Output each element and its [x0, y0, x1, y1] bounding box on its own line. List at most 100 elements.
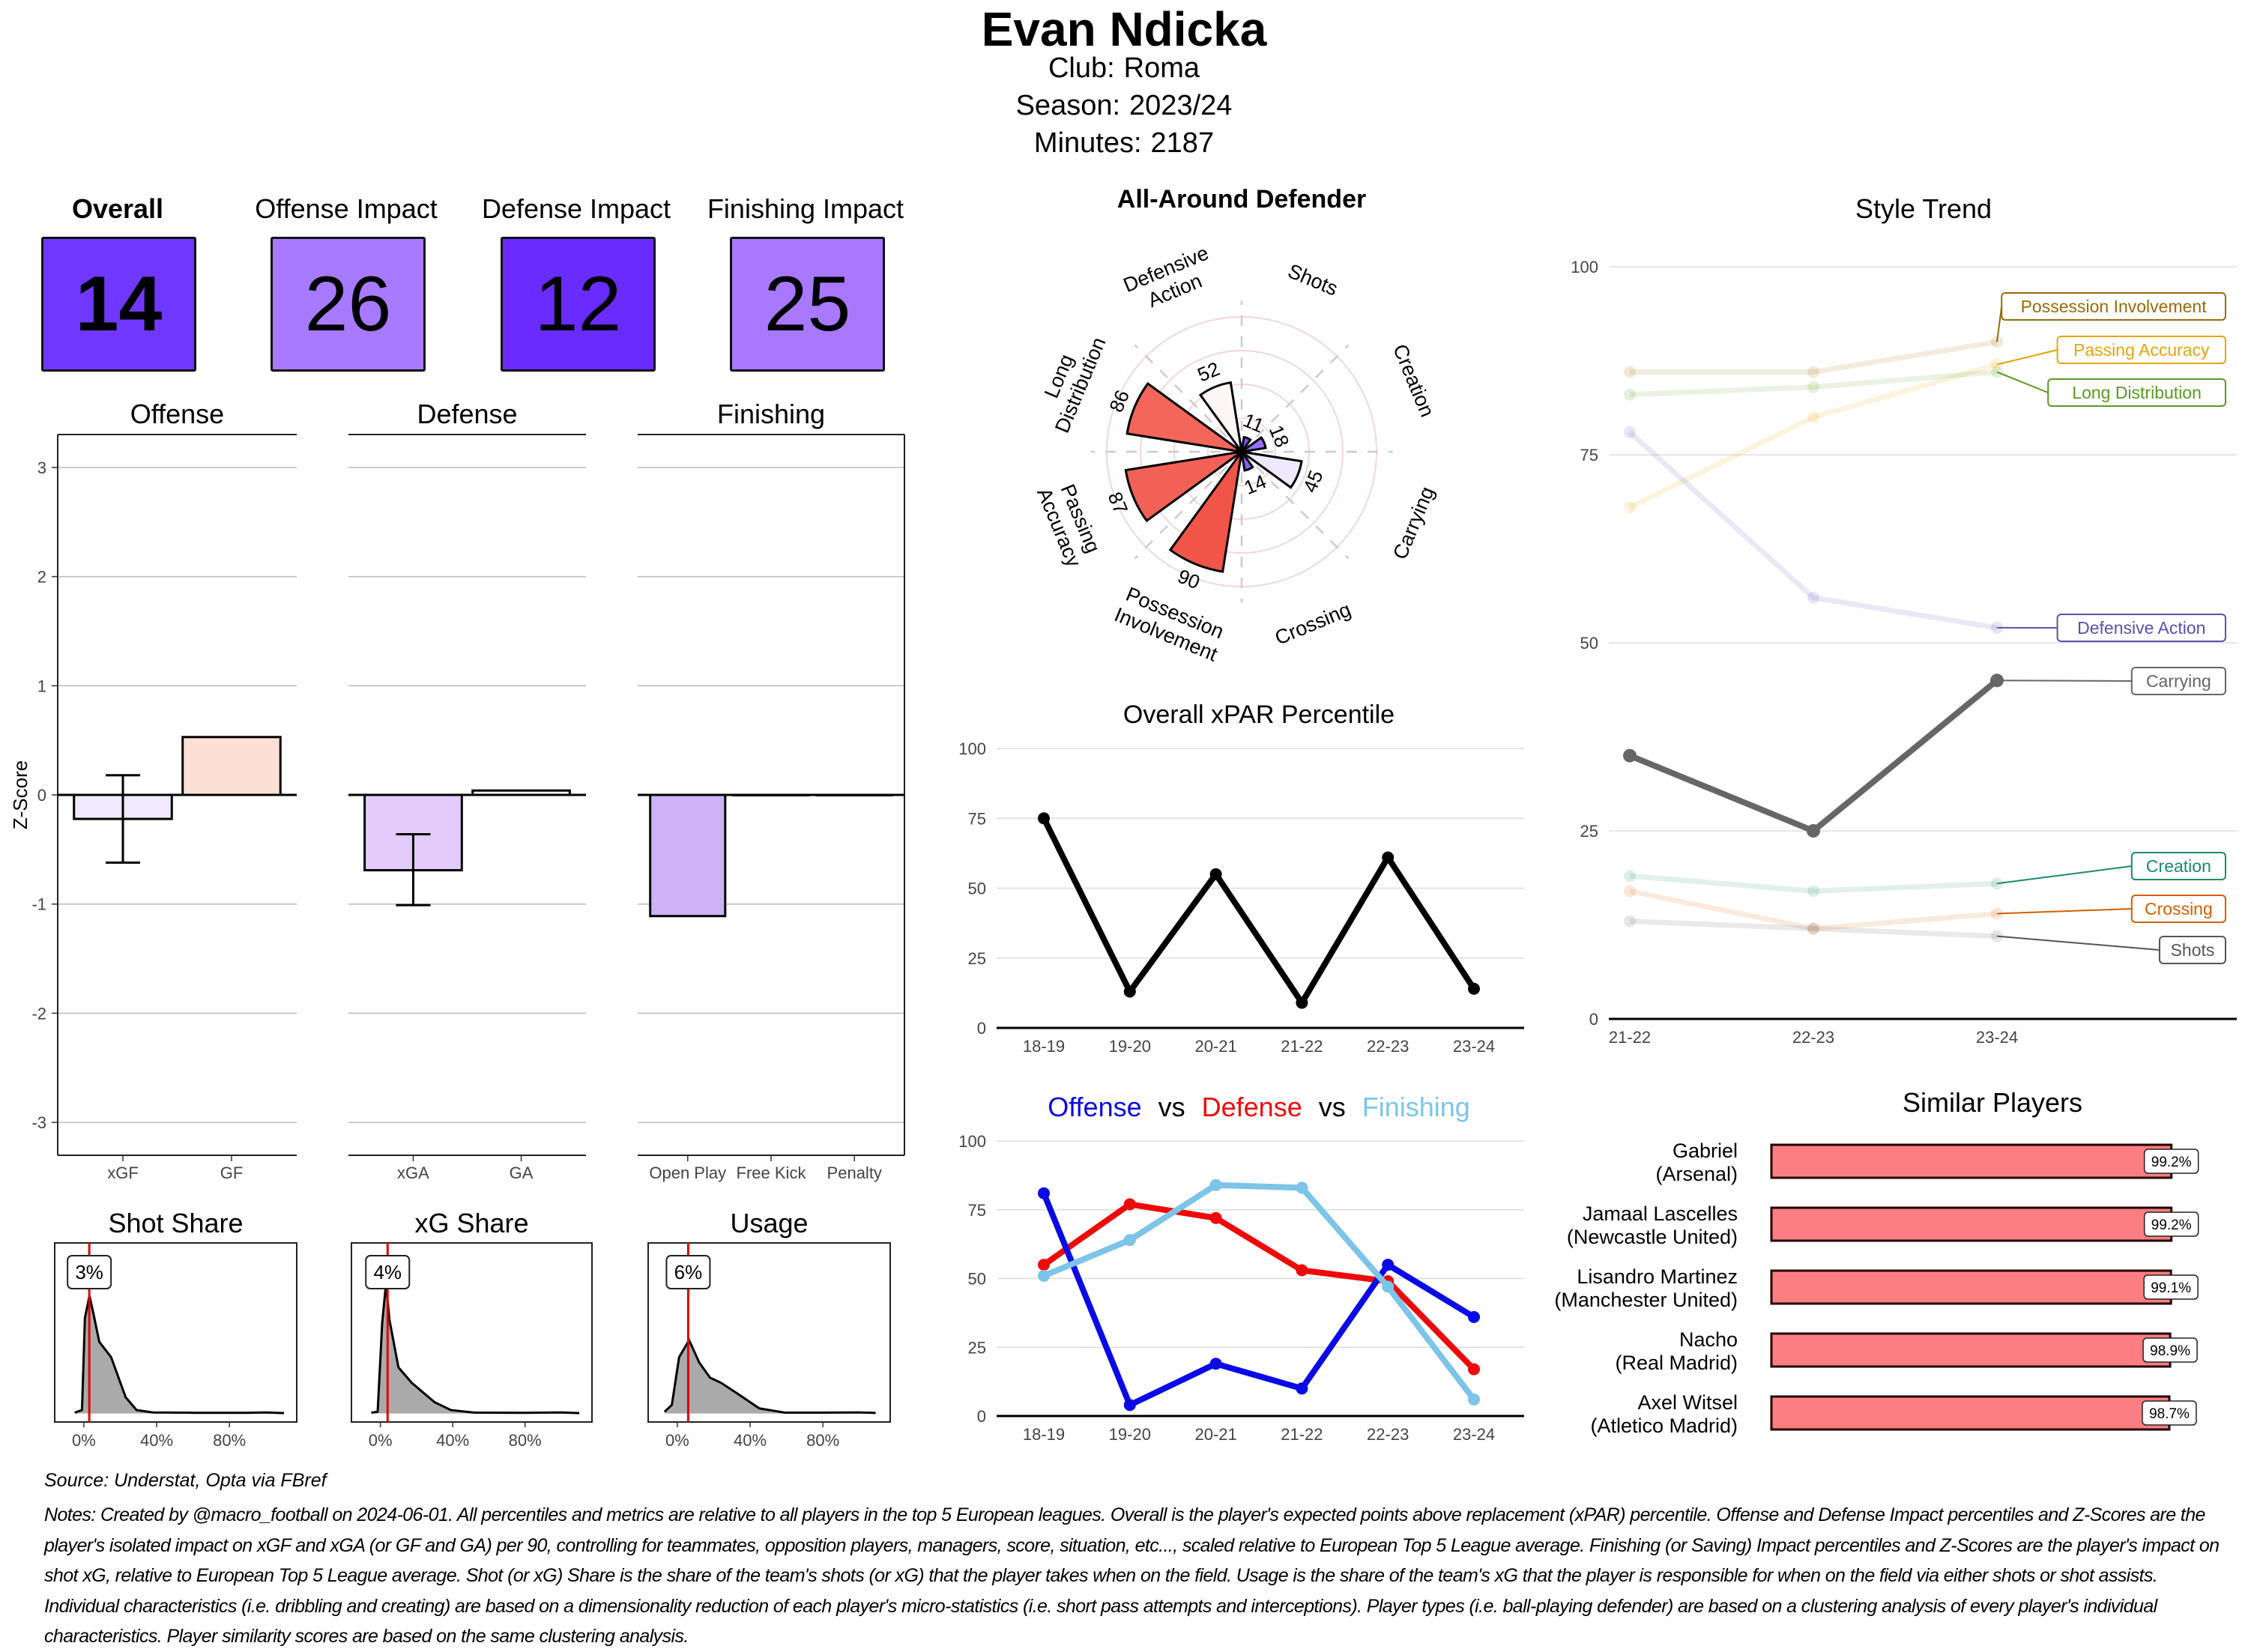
- x-tick-label: 23-24: [1976, 1028, 2018, 1047]
- style-label: Crossing: [2145, 899, 2213, 919]
- zscore-axis-label: Z-Score: [9, 760, 31, 829]
- radar-category-label: PossessionInvolvement: [1111, 581, 1230, 665]
- similarity-bar: [1771, 1334, 2170, 1367]
- y-tick-label: 100: [958, 1132, 986, 1151]
- x-tick-label: 40%: [140, 1431, 173, 1450]
- y-tick-label: 0: [37, 786, 46, 805]
- series-point-offense: [1382, 1259, 1394, 1271]
- radar-value-label: 87: [1104, 488, 1133, 517]
- density-title: Usage: [730, 1208, 808, 1238]
- ovd-title-part: Offense: [1048, 1092, 1141, 1122]
- y-tick-label: 75: [968, 809, 986, 828]
- series-point-offense: [1468, 1311, 1480, 1323]
- x-tick-label: xGF: [107, 1164, 139, 1182]
- style-point: [1624, 915, 1636, 927]
- similar-player-row: 99.1%Lisandro Martinez(Manchester United…: [1554, 1265, 2198, 1311]
- y-tick-label: 100: [958, 739, 986, 758]
- x-tick-label: Penalty: [827, 1164, 882, 1182]
- y-tick-label: 75: [1580, 446, 1598, 465]
- x-tick-label: 80%: [806, 1431, 839, 1450]
- style-label: Shots: [2171, 940, 2215, 960]
- x-tick-label: xGA: [397, 1164, 429, 1182]
- similarity-bar: [1771, 1397, 2169, 1429]
- style-series-possession-involvement: Possession Involvement: [1624, 293, 2226, 378]
- x-tick-label: GF: [220, 1164, 244, 1182]
- y-tick-label: 2: [37, 568, 46, 587]
- radar-category-label: Shots: [1284, 259, 1341, 300]
- x-tick-label: 23-24: [1453, 1037, 1495, 1056]
- series-point-finishing: [1124, 1234, 1136, 1246]
- series-point-finishing: [1038, 1270, 1050, 1282]
- series-point-finishing: [1210, 1179, 1222, 1191]
- style-label: Carrying: [2146, 671, 2211, 691]
- style-series-defensive-action: Defensive Action: [1624, 426, 2226, 641]
- radar-category-label: Carrying: [1389, 483, 1439, 563]
- style-point: [1624, 870, 1636, 882]
- x-tick-label: 18-19: [1023, 1037, 1065, 1056]
- y-tick-label: 25: [968, 1338, 986, 1357]
- y-tick-label: 75: [968, 1201, 986, 1220]
- radar-category-label: Crossing: [1272, 598, 1354, 649]
- series-point-defense: [1468, 1364, 1480, 1376]
- x-tick-label: 21-22: [1281, 1037, 1323, 1056]
- x-tick-label: 23-24: [1453, 1425, 1495, 1444]
- series-point-finishing: [1296, 1181, 1308, 1193]
- x-tick-label: 22-23: [1367, 1425, 1409, 1444]
- x-tick-label: 40%: [436, 1431, 469, 1450]
- similarity-label: 99.2%: [2151, 1217, 2192, 1233]
- player-club: (Newcastle United): [1567, 1226, 1738, 1248]
- xpar-line: [1044, 818, 1474, 1002]
- radar-category-line: Crossing: [1272, 598, 1354, 649]
- style-label-connector: [1997, 350, 2058, 365]
- y-tick-label: 0: [977, 1019, 986, 1038]
- player-name: Jamaal Lascelles: [1583, 1202, 1738, 1225]
- x-tick-label: 80%: [213, 1431, 246, 1450]
- density-title: Shot Share: [108, 1208, 243, 1238]
- style-point: [1624, 426, 1636, 438]
- x-tick-label: 20-21: [1194, 1037, 1236, 1056]
- similarity-label: 98.9%: [2150, 1343, 2190, 1359]
- style-series-carrying: Carrying: [1623, 668, 2226, 838]
- style-label: Possession Involvement: [2021, 297, 2208, 316]
- density-area: [372, 1284, 580, 1414]
- similarity-bar: [1771, 1145, 2172, 1178]
- panel-title: Finishing: [717, 399, 825, 429]
- x-tick-label: 21-22: [1609, 1028, 1651, 1047]
- style-point: [1807, 923, 1819, 935]
- player-club: (Manchester United): [1554, 1289, 1738, 1311]
- panel-title: Offense: [130, 399, 224, 429]
- xpar-point: [1296, 996, 1308, 1008]
- ovd-title-part: vs: [1319, 1092, 1346, 1122]
- y-tick-label: 50: [968, 1270, 986, 1289]
- x-tick-label: 0%: [369, 1431, 393, 1450]
- style-point: [1807, 411, 1819, 423]
- x-tick-label: 0%: [72, 1431, 96, 1450]
- similarity-label: 99.1%: [2151, 1280, 2191, 1296]
- y-tick-label: 0: [977, 1407, 986, 1426]
- style-label-connector: [1997, 909, 2132, 913]
- style-point: [1807, 885, 1819, 897]
- radar-value-label: 90: [1174, 565, 1203, 594]
- radar-category-line: Carrying: [1389, 483, 1439, 563]
- style-point: [1807, 381, 1819, 393]
- density-area: [75, 1296, 284, 1414]
- xpar-title: Overall xPAR Percentile: [1123, 701, 1395, 729]
- x-tick-label: 20-21: [1194, 1425, 1236, 1444]
- similar-player-row: 98.7%Axel Witsel(Atletico Madrid): [1590, 1391, 2196, 1437]
- x-tick-label: 40%: [734, 1431, 767, 1450]
- style-trend-title: Style Trend: [1855, 193, 1992, 224]
- player-club: (Real Madrid): [1615, 1352, 1738, 1374]
- radar-chart: All-Around Defender11Shots18Creation45Ca…: [1029, 185, 1438, 666]
- density-title: xG Share: [414, 1208, 528, 1238]
- radar-category-label: LongDistribution: [1029, 325, 1110, 436]
- y-tick-label: -2: [31, 1004, 46, 1023]
- style-point: [1624, 501, 1636, 513]
- style-point: [1623, 749, 1637, 763]
- radar-category-line: Shots: [1284, 259, 1341, 300]
- series-point-finishing: [1382, 1281, 1394, 1293]
- y-tick-label: 1: [37, 677, 46, 695]
- similarity-label: 99.2%: [2151, 1155, 2192, 1170]
